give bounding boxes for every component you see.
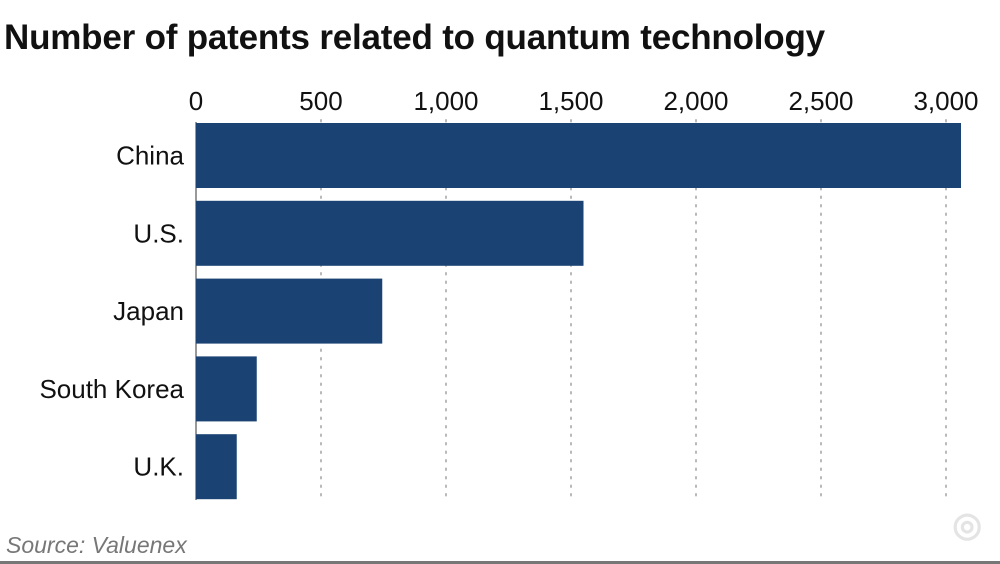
category-label: Japan: [113, 296, 184, 326]
x-tick-label: 500: [299, 86, 342, 116]
x-tick-label: 0: [189, 86, 203, 116]
x-tick-label: 2,500: [788, 86, 853, 116]
category-label: China: [116, 141, 184, 171]
bar-u-k-: [196, 434, 237, 500]
category-label: U.K.: [133, 452, 184, 482]
bar-south-korea: [196, 356, 257, 422]
bar-china: [196, 123, 961, 188]
source-note: Source: Valuenex: [6, 532, 187, 558]
category-label: South Korea: [39, 374, 184, 404]
x-tick-label: 3,000: [913, 86, 978, 116]
bottom-rule: [0, 561, 1000, 564]
bar-u-s-: [196, 200, 584, 266]
chart-title: Number of patents related to quantum tec…: [4, 18, 825, 57]
x-tick-label: 1,000: [413, 86, 478, 116]
x-tick-label: 1,500: [538, 86, 603, 116]
category-label: U.S.: [133, 218, 184, 248]
watermark-logo: ◎: [952, 506, 982, 544]
x-tick-label: 2,000: [663, 86, 728, 116]
bar-japan: [196, 278, 383, 344]
